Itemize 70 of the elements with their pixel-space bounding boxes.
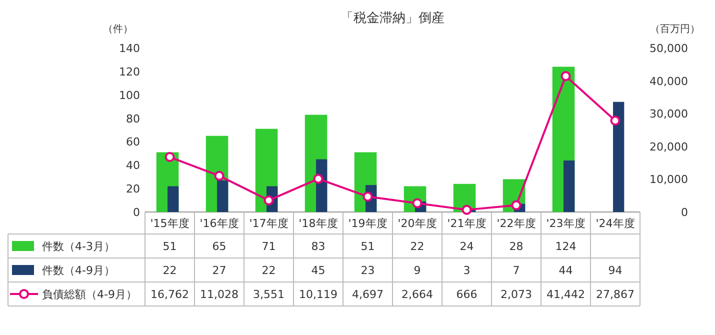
x-tick-label: '24年度	[596, 217, 635, 230]
data-label: 124	[555, 240, 576, 253]
x-tick-label: '23年度	[546, 217, 586, 230]
y-tick-label: 140	[119, 42, 140, 55]
data-label: 83	[311, 240, 326, 253]
x-tick-label: '19年度	[348, 217, 388, 230]
y-tick-label: 120	[119, 65, 140, 78]
data-label: 51	[360, 240, 375, 253]
data-label: 24	[460, 240, 474, 253]
data-label: 666	[456, 288, 478, 301]
data-label: 23	[360, 264, 375, 277]
data-label: 2,073	[500, 288, 532, 301]
y2-axis-title: （百万円）	[650, 24, 700, 35]
data-label: 94	[608, 264, 622, 277]
point	[610, 116, 620, 126]
y-axis-title: （件）	[103, 24, 133, 35]
point	[462, 204, 472, 215]
y-tick-label: 100	[119, 88, 140, 102]
point	[313, 174, 324, 184]
data-label: 11,028	[200, 288, 238, 301]
data-label: 45	[311, 264, 326, 277]
point	[511, 200, 522, 210]
bar	[217, 180, 228, 212]
data-label: 71	[262, 240, 276, 253]
x-tick-label: '16年度	[200, 217, 239, 230]
data-label: 51	[162, 240, 177, 253]
y2-tick-label: 50,000	[650, 42, 688, 55]
data-label: 22	[162, 264, 177, 277]
data-label: 65	[212, 240, 226, 253]
bar	[613, 102, 624, 212]
x-tick-label: '20年度	[398, 217, 437, 230]
bar	[168, 186, 179, 212]
data-label: 2,664	[402, 288, 433, 301]
point	[560, 71, 571, 82]
data-label: 7	[512, 264, 520, 277]
y-tick-label: 0	[133, 206, 140, 219]
data-label: 27	[212, 264, 226, 277]
y2-tick-label: 10,000	[650, 173, 688, 186]
data-label: 41,442	[546, 288, 585, 301]
point	[164, 152, 175, 162]
y-tick-label: 60	[126, 136, 140, 149]
data-label: 10,119	[299, 288, 338, 301]
data-label: 27,867	[596, 288, 634, 301]
y2-tick-label: 20,000	[650, 140, 688, 154]
y2-tick-label: 30,000	[650, 108, 688, 121]
chart-title: 「税金滞納」倒産	[340, 10, 444, 26]
data-label: 16,762	[150, 288, 189, 301]
data-label: 9	[414, 264, 421, 277]
y-tick-label: 40	[126, 159, 140, 172]
y-tick-label: 80	[126, 112, 140, 126]
x-tick-label: '22年度	[496, 217, 536, 230]
x-tick-label: '18年度	[298, 217, 338, 230]
x-tick-label: '15年度	[150, 217, 190, 230]
legend-label: 件数（4-9月）	[42, 264, 115, 277]
data-label: 22	[410, 240, 424, 253]
data-label: 44	[558, 264, 573, 277]
y2-tick-label: 0	[681, 206, 688, 219]
point	[214, 170, 224, 181]
data-label: 28	[509, 240, 524, 253]
legend-label: 負債総額（4-9月）	[42, 288, 137, 301]
data-label: 3	[463, 264, 470, 277]
bar	[564, 160, 575, 212]
data-label: 4,697	[352, 288, 384, 301]
y-tick-label: 20	[126, 182, 140, 196]
data-label: 22	[262, 264, 276, 277]
data-label: 3,551	[253, 288, 284, 301]
legend-label: 件数（4-3月）	[42, 240, 115, 253]
y2-tick-label: 40,000	[650, 74, 688, 88]
x-tick-label: '21年度	[447, 217, 486, 230]
x-tick-label: '17年度	[249, 217, 288, 230]
